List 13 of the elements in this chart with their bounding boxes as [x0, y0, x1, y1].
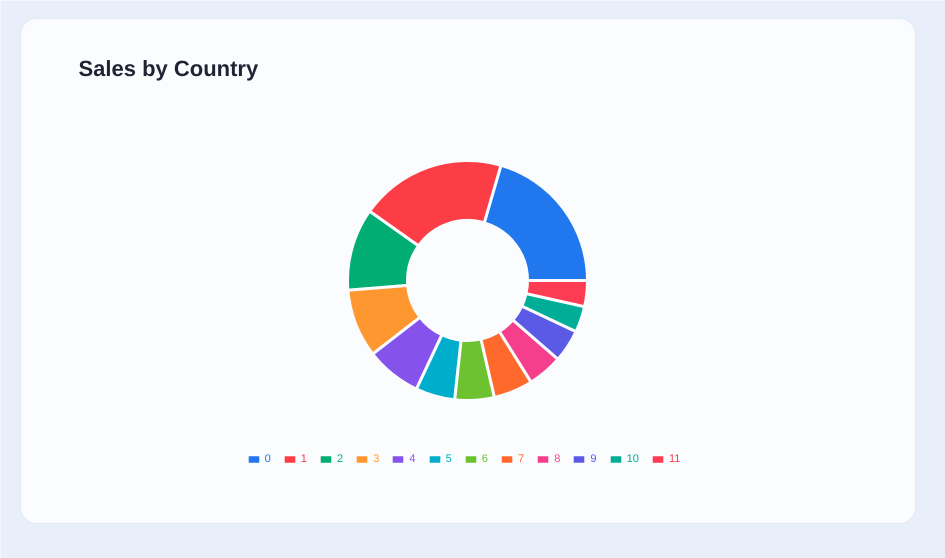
chart-title: Sales by Country [78, 56, 259, 81]
legend-label: 11 [669, 453, 682, 465]
legend-label: 6 [482, 453, 489, 465]
legend-label: 1 [300, 453, 308, 465]
legend-label: 7 [518, 453, 526, 465]
legend-label: 9 [590, 453, 598, 465]
legend-label: 2 [337, 453, 344, 465]
legend-label: 3 [373, 453, 380, 465]
legend-label: 10 [626, 453, 640, 465]
legend-label: 4 [409, 453, 417, 465]
legend-label: 0 [264, 453, 272, 465]
legend-label: 8 [554, 453, 562, 465]
legend-label: 5 [446, 453, 453, 465]
